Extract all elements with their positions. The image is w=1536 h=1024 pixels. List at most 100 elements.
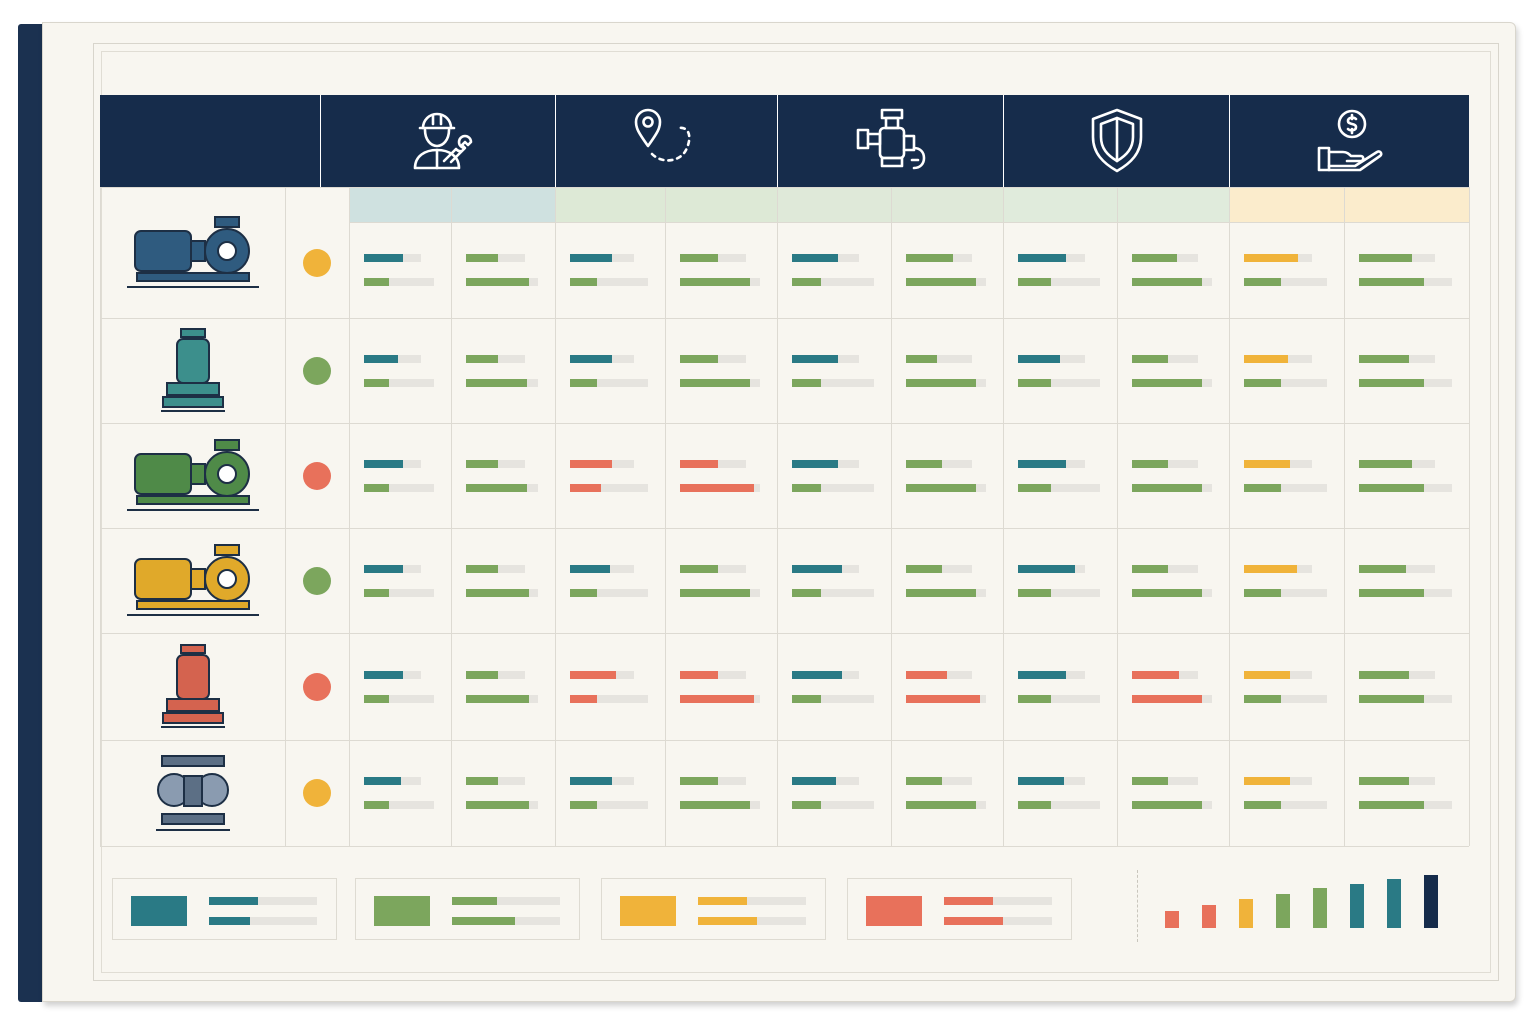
legend-bar-bottom — [698, 917, 806, 925]
score-bar-fill — [792, 354, 838, 363]
grid-line — [100, 318, 1469, 319]
score-bar-fill — [570, 564, 610, 573]
legend-bar-fill — [452, 897, 498, 905]
score-bar-bottom — [570, 801, 648, 809]
score-bar-top — [906, 354, 972, 363]
horizontal-centrifugal-pump-icon — [126, 215, 259, 288]
scale-divider — [1137, 870, 1138, 942]
score-bar-top — [1244, 777, 1313, 785]
scale-bar — [1239, 899, 1253, 928]
score-bar-bottom — [680, 694, 760, 703]
score-bar-top — [1244, 254, 1313, 262]
score-bar-top — [1244, 354, 1313, 363]
grid-line — [100, 187, 101, 846]
score-bar-bottom — [1359, 588, 1452, 597]
shield-icon — [1091, 108, 1142, 173]
score-bar-fill — [570, 694, 598, 703]
score-bar-fill — [680, 670, 719, 679]
legend-bar-top — [209, 897, 317, 905]
grid-line — [349, 187, 350, 846]
score-bar-top — [1359, 254, 1436, 262]
score-bar-fill — [1018, 670, 1067, 679]
score-bar-fill — [1244, 254, 1299, 262]
score-bar-fill — [1018, 459, 1067, 468]
score-bar-bottom — [680, 588, 760, 597]
grid-line — [100, 846, 1469, 847]
scale-bar — [1387, 878, 1401, 928]
score-bar-fill — [1244, 588, 1282, 597]
vertical-inline-pump-icon — [160, 327, 225, 412]
score-bar-fill — [364, 588, 389, 597]
location-route-icon — [634, 108, 691, 162]
score-bar-fill — [680, 483, 754, 492]
score-bar-fill — [466, 564, 499, 573]
score-bar-top — [680, 254, 746, 262]
grid-line — [1003, 187, 1004, 846]
score-bar-top — [680, 777, 746, 785]
score-bar-fill — [466, 459, 499, 468]
score-bar-fill — [1359, 378, 1425, 387]
score-bar-top — [1244, 670, 1313, 679]
score-bar-fill — [570, 278, 598, 286]
score-bar-fill — [466, 777, 499, 785]
score-bar-fill — [680, 777, 719, 785]
score-bar-fill — [1018, 694, 1051, 703]
score-bar-fill — [680, 378, 751, 387]
score-bar-bottom — [906, 694, 986, 703]
score-bar-bottom — [906, 801, 986, 809]
score-bar-bottom — [570, 278, 648, 286]
score-bar-fill — [1018, 564, 1076, 573]
score-bar-fill — [1018, 378, 1051, 387]
score-bar-fill — [466, 670, 499, 679]
score-bar-top — [906, 254, 972, 262]
score-bar-bottom — [466, 278, 538, 286]
score-bar-fill — [466, 278, 530, 286]
horizontal-centrifugal-pump — [100, 187, 285, 318]
grid-line — [1229, 187, 1230, 846]
score-bar-fill — [466, 378, 528, 387]
score-bar-fill — [1132, 354, 1169, 363]
legend-bar-top — [452, 897, 560, 905]
score-bar-top — [570, 670, 634, 679]
grid-line — [100, 740, 1469, 741]
score-bar-fill — [906, 588, 977, 597]
score-bar-top — [680, 564, 746, 573]
score-bar-fill — [680, 354, 719, 363]
score-bar-fill — [680, 801, 751, 809]
score-bar-top — [792, 777, 860, 785]
score-bar-fill — [792, 564, 843, 573]
score-bar-bottom — [1359, 801, 1452, 809]
grid-line — [451, 187, 452, 846]
legend-swatch — [374, 896, 430, 926]
score-bar-bottom — [1132, 483, 1212, 492]
binder-spine — [18, 24, 46, 1002]
score-bar-top — [1244, 564, 1313, 573]
score-bar-fill — [1132, 378, 1203, 387]
score-bar-fill — [1018, 254, 1067, 262]
header-cost — [1229, 95, 1469, 187]
score-bar-bottom — [906, 278, 986, 286]
score-bar-top — [1132, 564, 1198, 573]
diaphragm-pump — [100, 740, 285, 846]
score-bar-fill — [680, 694, 754, 703]
score-bar-top — [570, 354, 634, 363]
score-bar-fill — [570, 378, 598, 387]
score-bar-top — [1359, 354, 1436, 363]
grid-line — [100, 528, 1469, 529]
technician-wrench-icon — [413, 112, 473, 170]
score-bar-fill — [1018, 801, 1051, 809]
score-bar-top — [466, 254, 526, 262]
score-bar-top — [1132, 459, 1198, 468]
score-bar-bottom — [906, 378, 986, 387]
legend-swatch — [866, 896, 922, 926]
score-bar-bottom — [680, 278, 760, 286]
legend-bar-bottom — [209, 917, 317, 925]
score-bar-fill — [792, 694, 821, 703]
score-bar-fill — [570, 254, 612, 262]
score-bar-bottom — [1018, 801, 1100, 809]
score-bar-fill — [1244, 354, 1289, 363]
score-bar-fill — [466, 694, 530, 703]
score-bar-top — [1018, 459, 1086, 468]
score-bar-fill — [364, 354, 399, 363]
legend-bar-top — [698, 897, 806, 905]
